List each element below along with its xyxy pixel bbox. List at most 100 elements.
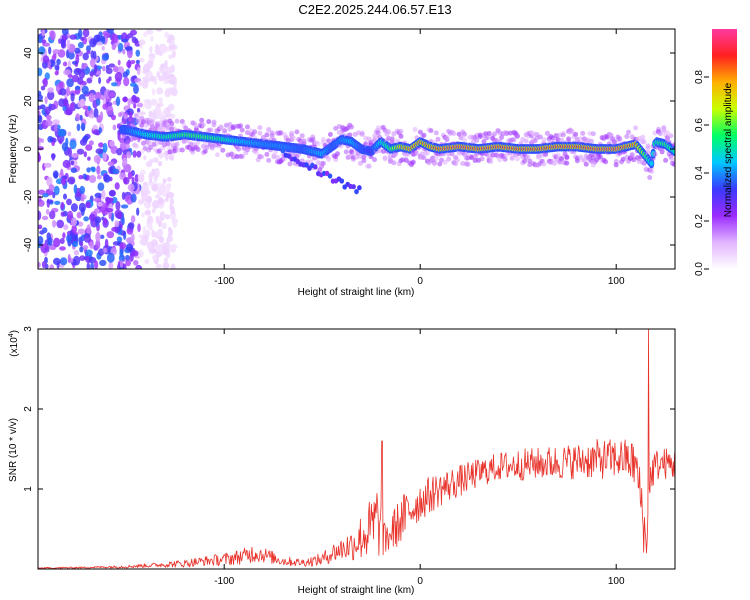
noise-blob <box>158 197 164 206</box>
ridge-halo <box>151 142 157 147</box>
noise-blob <box>169 197 175 206</box>
noise-blob <box>88 140 94 146</box>
ridge-halo <box>372 157 377 163</box>
noise-blob <box>104 238 109 249</box>
noise-blob <box>64 109 73 116</box>
noise-blob <box>146 195 153 204</box>
noise-blob <box>78 70 85 79</box>
noise-blob <box>43 162 52 168</box>
ridge-halo <box>382 156 388 162</box>
noise-blob <box>96 174 102 180</box>
spectrogram-x-ticks: -100 0 100 <box>214 29 625 287</box>
spectrogram-y-tick-label: -20 <box>23 189 34 204</box>
noise-blob <box>122 48 126 55</box>
ridge-halo <box>149 119 155 125</box>
ridge-halo <box>417 129 423 135</box>
noise-blob <box>131 250 139 257</box>
noise-blob <box>83 151 88 158</box>
ridge-halo <box>412 126 418 132</box>
noise-blob <box>60 178 67 186</box>
noise-blob <box>70 203 78 212</box>
colorbar-tick-label: 0.0 <box>694 262 705 276</box>
noise-blob <box>131 176 135 184</box>
ridge-halo <box>206 119 212 125</box>
noise-blob <box>94 208 100 214</box>
noise-blob <box>98 77 102 84</box>
ridge-halo <box>555 152 561 158</box>
noise-blob <box>127 98 131 108</box>
ridge-halo <box>361 158 367 164</box>
noise-blob <box>142 226 147 236</box>
noise-blob <box>88 256 97 264</box>
noise-blob <box>127 183 135 192</box>
ridge-halo <box>573 131 579 137</box>
noise-blob <box>138 199 144 205</box>
snr-y-tick-label: 1 <box>23 486 34 492</box>
noise-blob <box>154 231 158 239</box>
noise-blob <box>138 234 143 239</box>
ridge-halo <box>647 175 653 180</box>
ridge-halo <box>176 147 182 153</box>
noise-blob <box>136 265 141 269</box>
noise-blob <box>73 249 79 256</box>
noise-blob <box>163 71 168 77</box>
ridge-halo <box>484 135 490 141</box>
secondary-branch <box>357 185 362 191</box>
noise-blob <box>133 260 139 266</box>
noise-blob <box>158 236 165 243</box>
secondary-branch <box>280 148 286 154</box>
ridge-halo <box>320 137 326 142</box>
ridge-halo <box>514 156 520 162</box>
noise-blob <box>54 200 61 205</box>
noise-blob <box>148 159 153 165</box>
ridge-halo <box>671 162 675 167</box>
noise-blob <box>73 255 81 266</box>
noise-blob <box>95 232 101 242</box>
noise-blob <box>148 110 153 118</box>
spectrogram-y-tick-label: 20 <box>23 95 34 107</box>
noise-blob <box>46 176 53 187</box>
noise-blob <box>63 224 69 231</box>
ridge-core <box>649 161 654 165</box>
noise-blob <box>127 171 133 180</box>
ridge-halo <box>465 161 471 167</box>
snr-series-line <box>38 329 675 569</box>
spectrogram-x-tick-label: 100 <box>608 276 625 287</box>
noise-blob <box>166 66 173 76</box>
noise-blob <box>52 49 61 55</box>
noise-blob <box>52 170 59 179</box>
ridge-halo <box>264 132 270 138</box>
ridge-halo <box>564 160 570 166</box>
noise-blob <box>115 96 121 107</box>
ridge-halo <box>326 156 332 162</box>
ridge-halo <box>566 136 572 142</box>
ridge-halo <box>640 134 646 140</box>
noise-blob <box>122 263 127 269</box>
noise-blob <box>100 234 105 239</box>
noise-blob <box>124 46 133 51</box>
noise-blob <box>90 50 95 59</box>
ridge-halo <box>343 149 349 155</box>
ridge-halo <box>587 131 593 136</box>
noise-blob <box>111 33 118 44</box>
noise-blob <box>85 249 93 257</box>
ridge-halo <box>502 156 508 162</box>
ridge-halo <box>398 128 404 134</box>
noise-blob <box>122 157 128 166</box>
ridge-halo <box>315 141 321 147</box>
noise-blob <box>38 67 43 77</box>
noise-blob <box>165 239 170 248</box>
ridge-halo <box>446 151 452 157</box>
noise-blob <box>61 142 68 152</box>
snr-panel: -100 0 100 1 2 3 Height of straight line (km… <box>8 326 676 596</box>
noise-blob <box>67 210 74 221</box>
ridge-halo <box>357 160 363 166</box>
noise-blob <box>79 255 86 261</box>
noise-blob <box>167 184 171 193</box>
noise-blob <box>49 210 56 220</box>
noise-blob <box>77 228 86 235</box>
ridge-halo <box>403 157 409 163</box>
noise-blob <box>46 199 54 204</box>
noise-blob <box>88 175 97 183</box>
noise-blob <box>38 210 42 221</box>
